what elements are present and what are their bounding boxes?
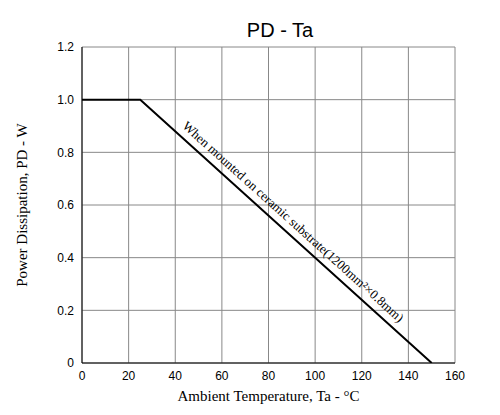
html-text:PD - Ta: PD - Ta xyxy=(246,18,314,41)
svg-text:120: 120 xyxy=(352,369,372,383)
svg-text:100: 100 xyxy=(305,369,325,383)
svg-text:140: 140 xyxy=(398,369,418,383)
svg-text:0.4: 0.4 xyxy=(57,251,74,265)
svg-text:160: 160 xyxy=(445,369,465,383)
svg-text:60: 60 xyxy=(215,369,229,383)
svg-text:1.0: 1.0 xyxy=(57,93,74,107)
svg-text:Power Dissipation, PD - W: Power Dissipation, PD - W xyxy=(14,122,30,286)
svg-text:20: 20 xyxy=(122,369,136,383)
svg-text:40: 40 xyxy=(169,369,183,383)
svg-text:0: 0 xyxy=(67,356,74,370)
svg-text:Ambient Temperature, Ta - °C: Ambient Temperature, Ta - °C xyxy=(177,388,359,404)
svg-text:0.2: 0.2 xyxy=(57,304,74,318)
html-text:When mounted on ceramic substr: When mounted on ceramic substrate(1200mm… xyxy=(179,118,407,326)
svg-text:0.6: 0.6 xyxy=(57,198,74,212)
svg-text:80: 80 xyxy=(262,369,276,383)
svg-text:0.8: 0.8 xyxy=(57,146,74,160)
svg-text:0: 0 xyxy=(79,369,86,383)
svg-text:1.2: 1.2 xyxy=(57,40,74,54)
